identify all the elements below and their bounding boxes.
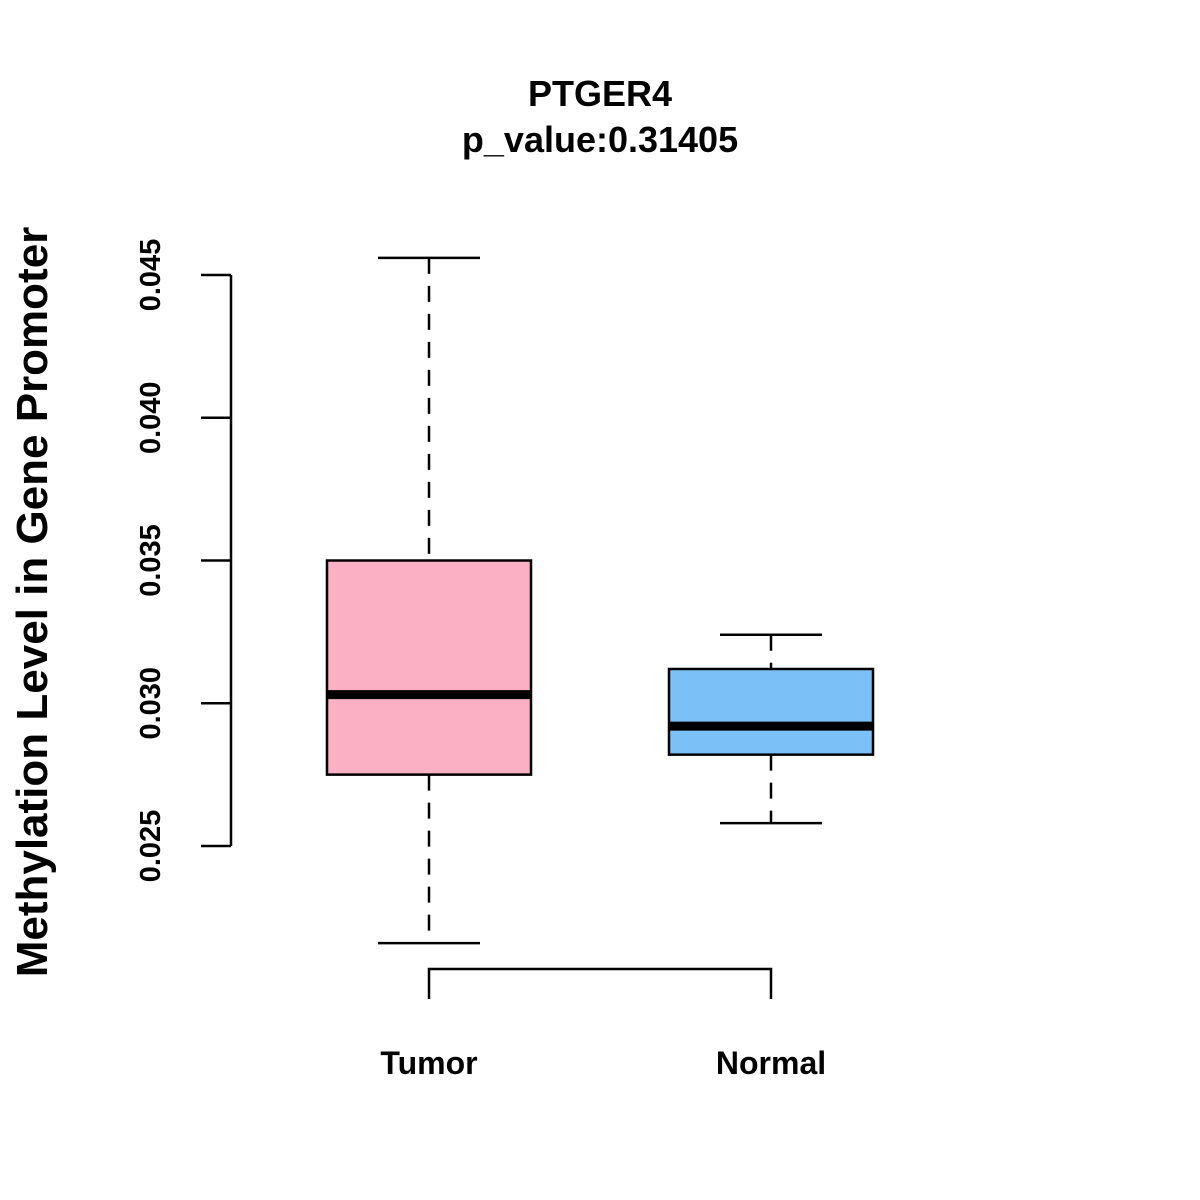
y-tick-label: 0.040 (135, 381, 167, 454)
box-tumor (325, 256, 533, 945)
y-axis-label: Methylation Level in Gene Promoter (8, 227, 57, 978)
y-tick-label: 0.030 (135, 667, 167, 740)
y-tick-label: 0.025 (135, 810, 167, 883)
chart-subtitle: p_value:0.31405 (462, 119, 738, 160)
x-axis-labels: Tumor Normal (380, 1045, 826, 1081)
chart-title: PTGER4 (528, 73, 672, 114)
y-axis: 0.025 0.030 0.035 0.040 0.045 (135, 239, 233, 883)
x-axis-bracket (427, 967, 773, 999)
iqr-box (667, 667, 875, 756)
y-tick-label: 0.035 (135, 524, 167, 597)
x-axis-line (427, 967, 773, 999)
x-tick-label: Tumor (380, 1045, 477, 1081)
x-tick-label: Normal (716, 1045, 826, 1081)
boxes-group (325, 256, 875, 945)
box-normal (667, 633, 875, 825)
iqr-box (325, 559, 533, 776)
y-tick-label: 0.045 (135, 239, 167, 312)
